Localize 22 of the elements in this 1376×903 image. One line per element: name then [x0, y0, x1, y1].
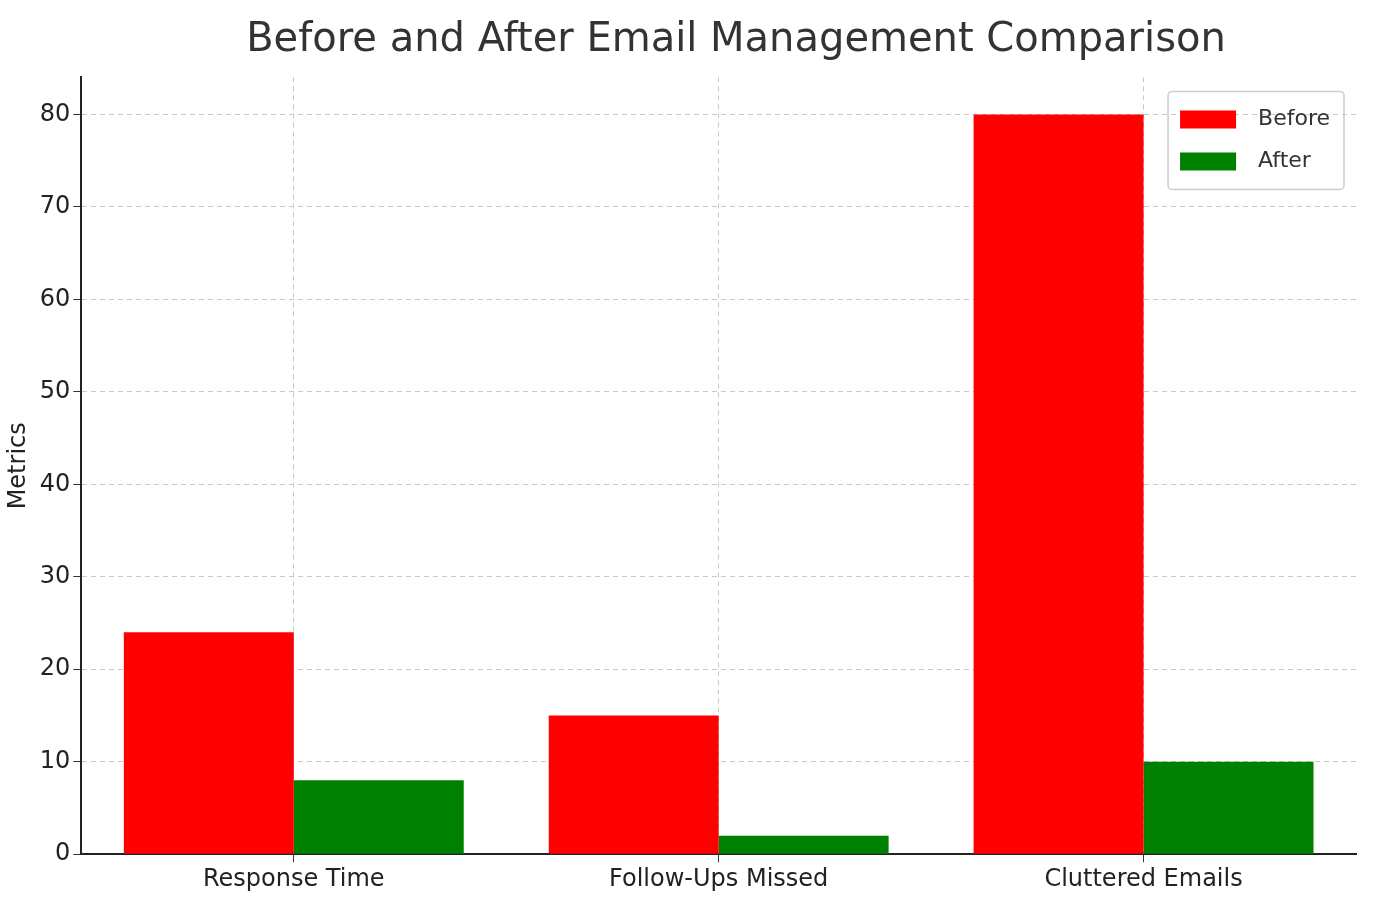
x-tick-label: Response Time [202, 863, 385, 892]
bar [973, 114, 1144, 854]
y-tick-label: 0 [55, 838, 71, 867]
y-tick-label: 80 [39, 98, 71, 127]
y-tick-label: 40 [39, 468, 71, 497]
legend-label: Before [1258, 105, 1331, 131]
y-tick-label: 20 [39, 653, 71, 682]
y-tick-label: 30 [39, 561, 71, 590]
bar [548, 715, 719, 854]
x-tick-label: Cluttered Emails [1044, 863, 1243, 892]
y-tick-label: 50 [39, 376, 71, 405]
bar [1143, 761, 1314, 854]
bar [123, 632, 294, 854]
y-tick-label: 10 [39, 745, 71, 774]
legend-label: After [1258, 147, 1312, 173]
bar [293, 780, 464, 854]
x-tick-label: Follow-Ups Missed [609, 863, 829, 892]
bar [718, 835, 889, 854]
chart-title: Before and After Email Management Comparison [245, 14, 1227, 60]
y-axis-title: Metrics [2, 422, 31, 510]
y-tick-label: 60 [39, 283, 71, 312]
y-tick-label: 70 [39, 191, 71, 220]
